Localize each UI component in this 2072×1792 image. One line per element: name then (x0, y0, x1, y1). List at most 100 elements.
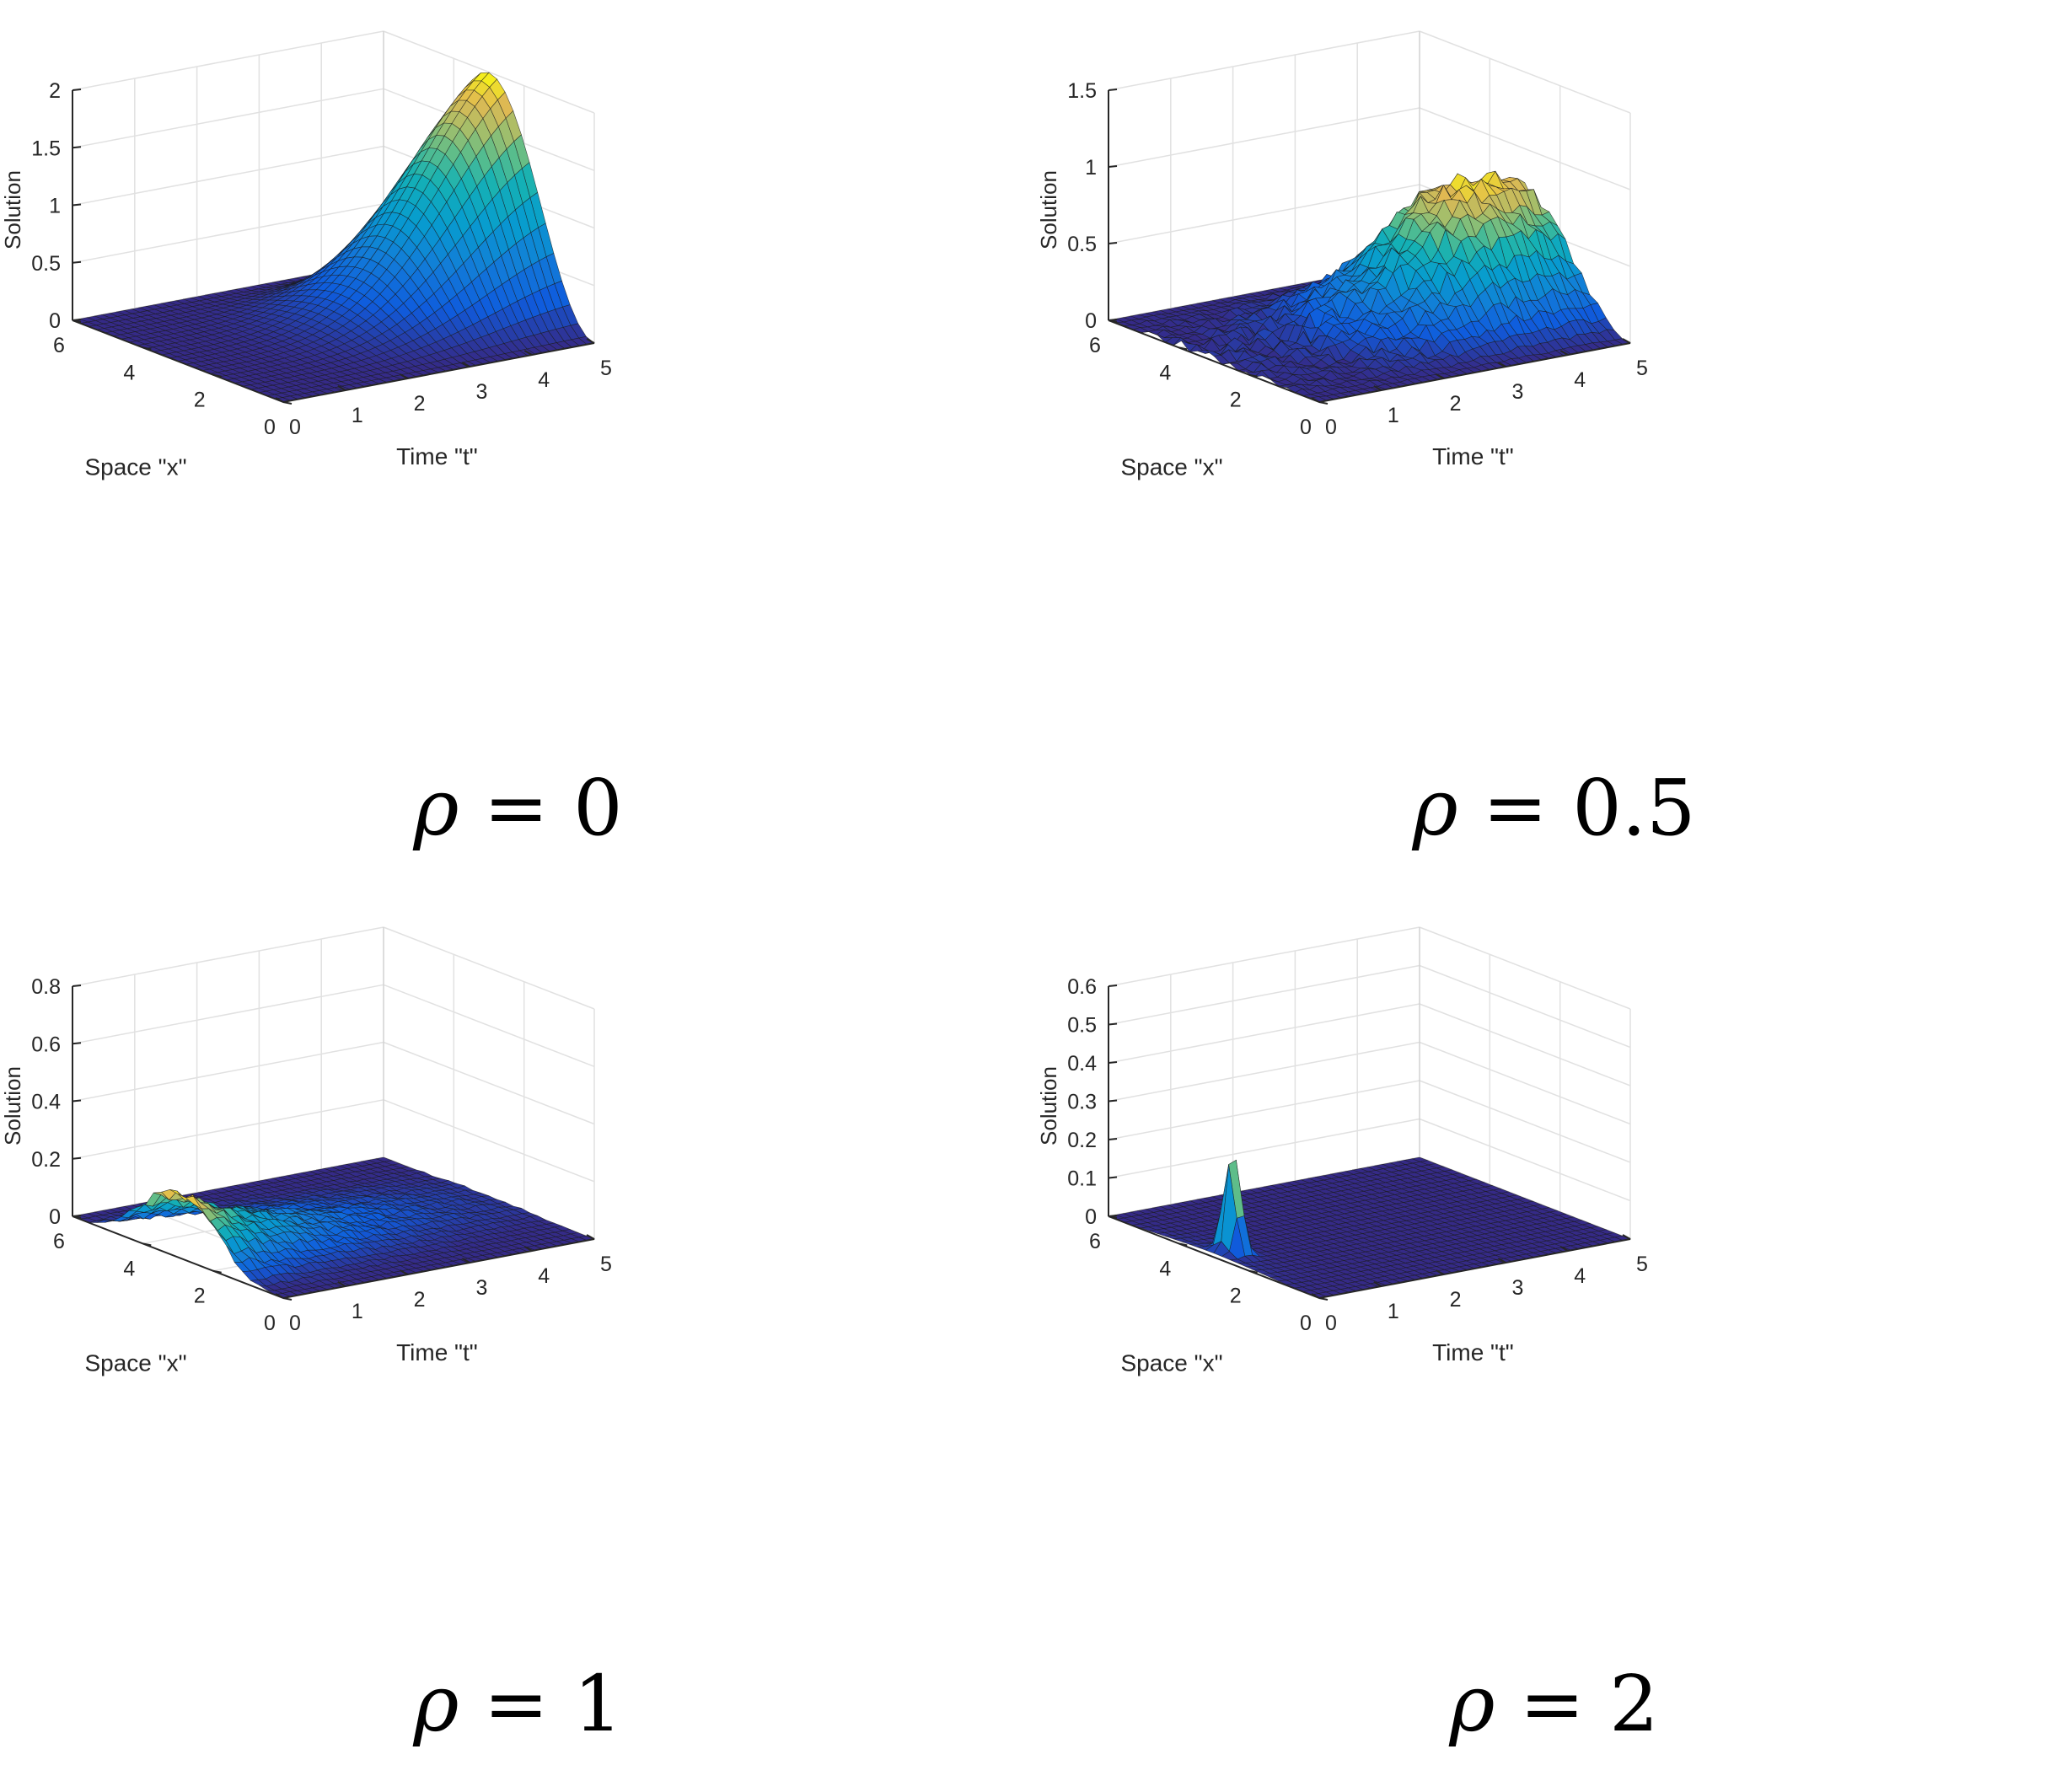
t-tick-label: 3 (1511, 1276, 1523, 1300)
z-tick-label: 0 (49, 1205, 61, 1229)
z-tick-mark (72, 985, 82, 987)
t-tick-label: 1 (1388, 1300, 1399, 1323)
grid-line (1108, 1003, 1420, 1064)
grid-line (1108, 30, 1420, 91)
t-axis-label: Time "t" (396, 443, 478, 469)
x-tick-mark (400, 1269, 409, 1275)
x-tick-mark (1436, 373, 1445, 379)
z-tick-label: 0.2 (31, 1148, 61, 1172)
x-tick-mark (72, 1215, 82, 1219)
x-tick-mark (523, 350, 533, 356)
t-tick-label: 5 (1636, 357, 1648, 380)
t-tick-label: 0 (289, 416, 301, 439)
t-tick-label: 5 (600, 1253, 612, 1276)
z-tick-mark (72, 1099, 82, 1103)
t-axis-label: Time "t" (396, 1339, 478, 1365)
t-tick-label: 3 (1511, 380, 1523, 404)
rho-symbol: ρ (1449, 1659, 1495, 1749)
x-tick-label: 6 (53, 334, 65, 357)
x-tick-mark (1559, 1246, 1569, 1252)
z-tick-mark (1108, 985, 1118, 987)
t-axis-label: Time "t" (1432, 1339, 1514, 1365)
z-tick-label: 0.4 (31, 1091, 61, 1114)
z-tick-mark (72, 89, 82, 91)
x-tick-mark (282, 1297, 293, 1301)
x-tick-mark (1108, 319, 1118, 323)
t-tick-label: 5 (1636, 1253, 1648, 1276)
grid-line (1108, 964, 1420, 1026)
grid-line (383, 984, 595, 1067)
grid-line (1419, 926, 1631, 1010)
x-tick-mark (275, 1293, 284, 1299)
t-tick-label: 4 (538, 368, 550, 392)
x-tick-mark (461, 362, 470, 368)
t-tick-label: 4 (538, 1264, 550, 1288)
z-tick-label: 0.5 (1067, 1014, 1097, 1038)
z-axis-label: Solution (1036, 1066, 1061, 1145)
x-tick-mark (337, 1281, 346, 1287)
x-tick-mark (142, 1242, 152, 1247)
x-tick-mark (1559, 350, 1569, 356)
rho-value: 0.5 (1572, 763, 1696, 853)
t-tick-label: 3 (475, 1276, 487, 1300)
grid-line (1419, 964, 1631, 1049)
surface-mesh (72, 1156, 596, 1299)
t-axis-line (282, 342, 595, 403)
z-tick-label: 0.6 (31, 1033, 61, 1056)
x-axis-label: Space "x" (1120, 454, 1222, 480)
x-tick-label: 6 (53, 1230, 65, 1253)
x-tick-label: 4 (1159, 361, 1171, 384)
x-tick-mark (1311, 397, 1320, 403)
z-tick-mark (72, 1156, 82, 1160)
x-tick-label: 4 (1159, 1257, 1171, 1280)
t-tick-label: 0 (1325, 416, 1337, 439)
z-tick-mark (1108, 1138, 1118, 1140)
t-tick-label: 4 (1574, 1264, 1586, 1288)
x-tick-mark (400, 373, 409, 379)
grid-line (1419, 30, 1631, 114)
t-tick-label: 2 (414, 392, 426, 416)
z-tick-mark (1108, 1099, 1118, 1103)
x-axis-line (1108, 1215, 1320, 1299)
z-tick-label: 0.1 (1067, 1167, 1097, 1191)
rho-value: 2 (1609, 1659, 1659, 1749)
grid-line (1108, 184, 1420, 244)
grid-line (72, 984, 384, 1045)
x-tick-mark (275, 397, 284, 403)
t-axis-line (282, 1238, 595, 1299)
x-tick-mark (1248, 373, 1258, 378)
x-tick-mark (1373, 385, 1382, 391)
rho-value: 1 (573, 1659, 623, 1749)
grid-line (1419, 1118, 1631, 1202)
x-tick-mark (1373, 1281, 1382, 1287)
x-axis-line (72, 1215, 284, 1299)
rho-value: 0 (573, 763, 623, 853)
x-tick-mark (1311, 1293, 1320, 1299)
x-tick-mark (337, 385, 346, 391)
grid-line (72, 1041, 384, 1103)
z-tick-mark (72, 146, 82, 149)
t-tick-label: 1 (1388, 404, 1399, 427)
z-tick-label: 0.2 (1067, 1129, 1097, 1152)
grid-line (1108, 1041, 1420, 1103)
z-tick-label: 0.8 (31, 975, 61, 999)
x-tick-mark (212, 1269, 222, 1274)
z-tick-label: 1 (49, 195, 61, 218)
z-tick-label: 0 (1085, 309, 1097, 333)
grid-line (1108, 1118, 1420, 1179)
grid-line (1419, 1041, 1631, 1125)
x-axis-line (1108, 319, 1320, 403)
t-tick-label: 5 (600, 357, 612, 380)
grid-line (1419, 1080, 1631, 1163)
panel-rho-2: 0 0.1 0.2 0.3 0.4 0.5 0.6 0 2 4 6 0 1 2 3 4 5 Solution Spa… (1036, 896, 2072, 1792)
x-axis-label: Space "x" (84, 454, 186, 480)
z-axis-label: Solution (1036, 170, 1061, 249)
x-tick-label: 4 (123, 361, 135, 384)
rho-symbol: ρ (413, 763, 459, 853)
caption-rho-2: ρ = 2 (1449, 1659, 1659, 1749)
z-tick-mark (1108, 1022, 1118, 1026)
